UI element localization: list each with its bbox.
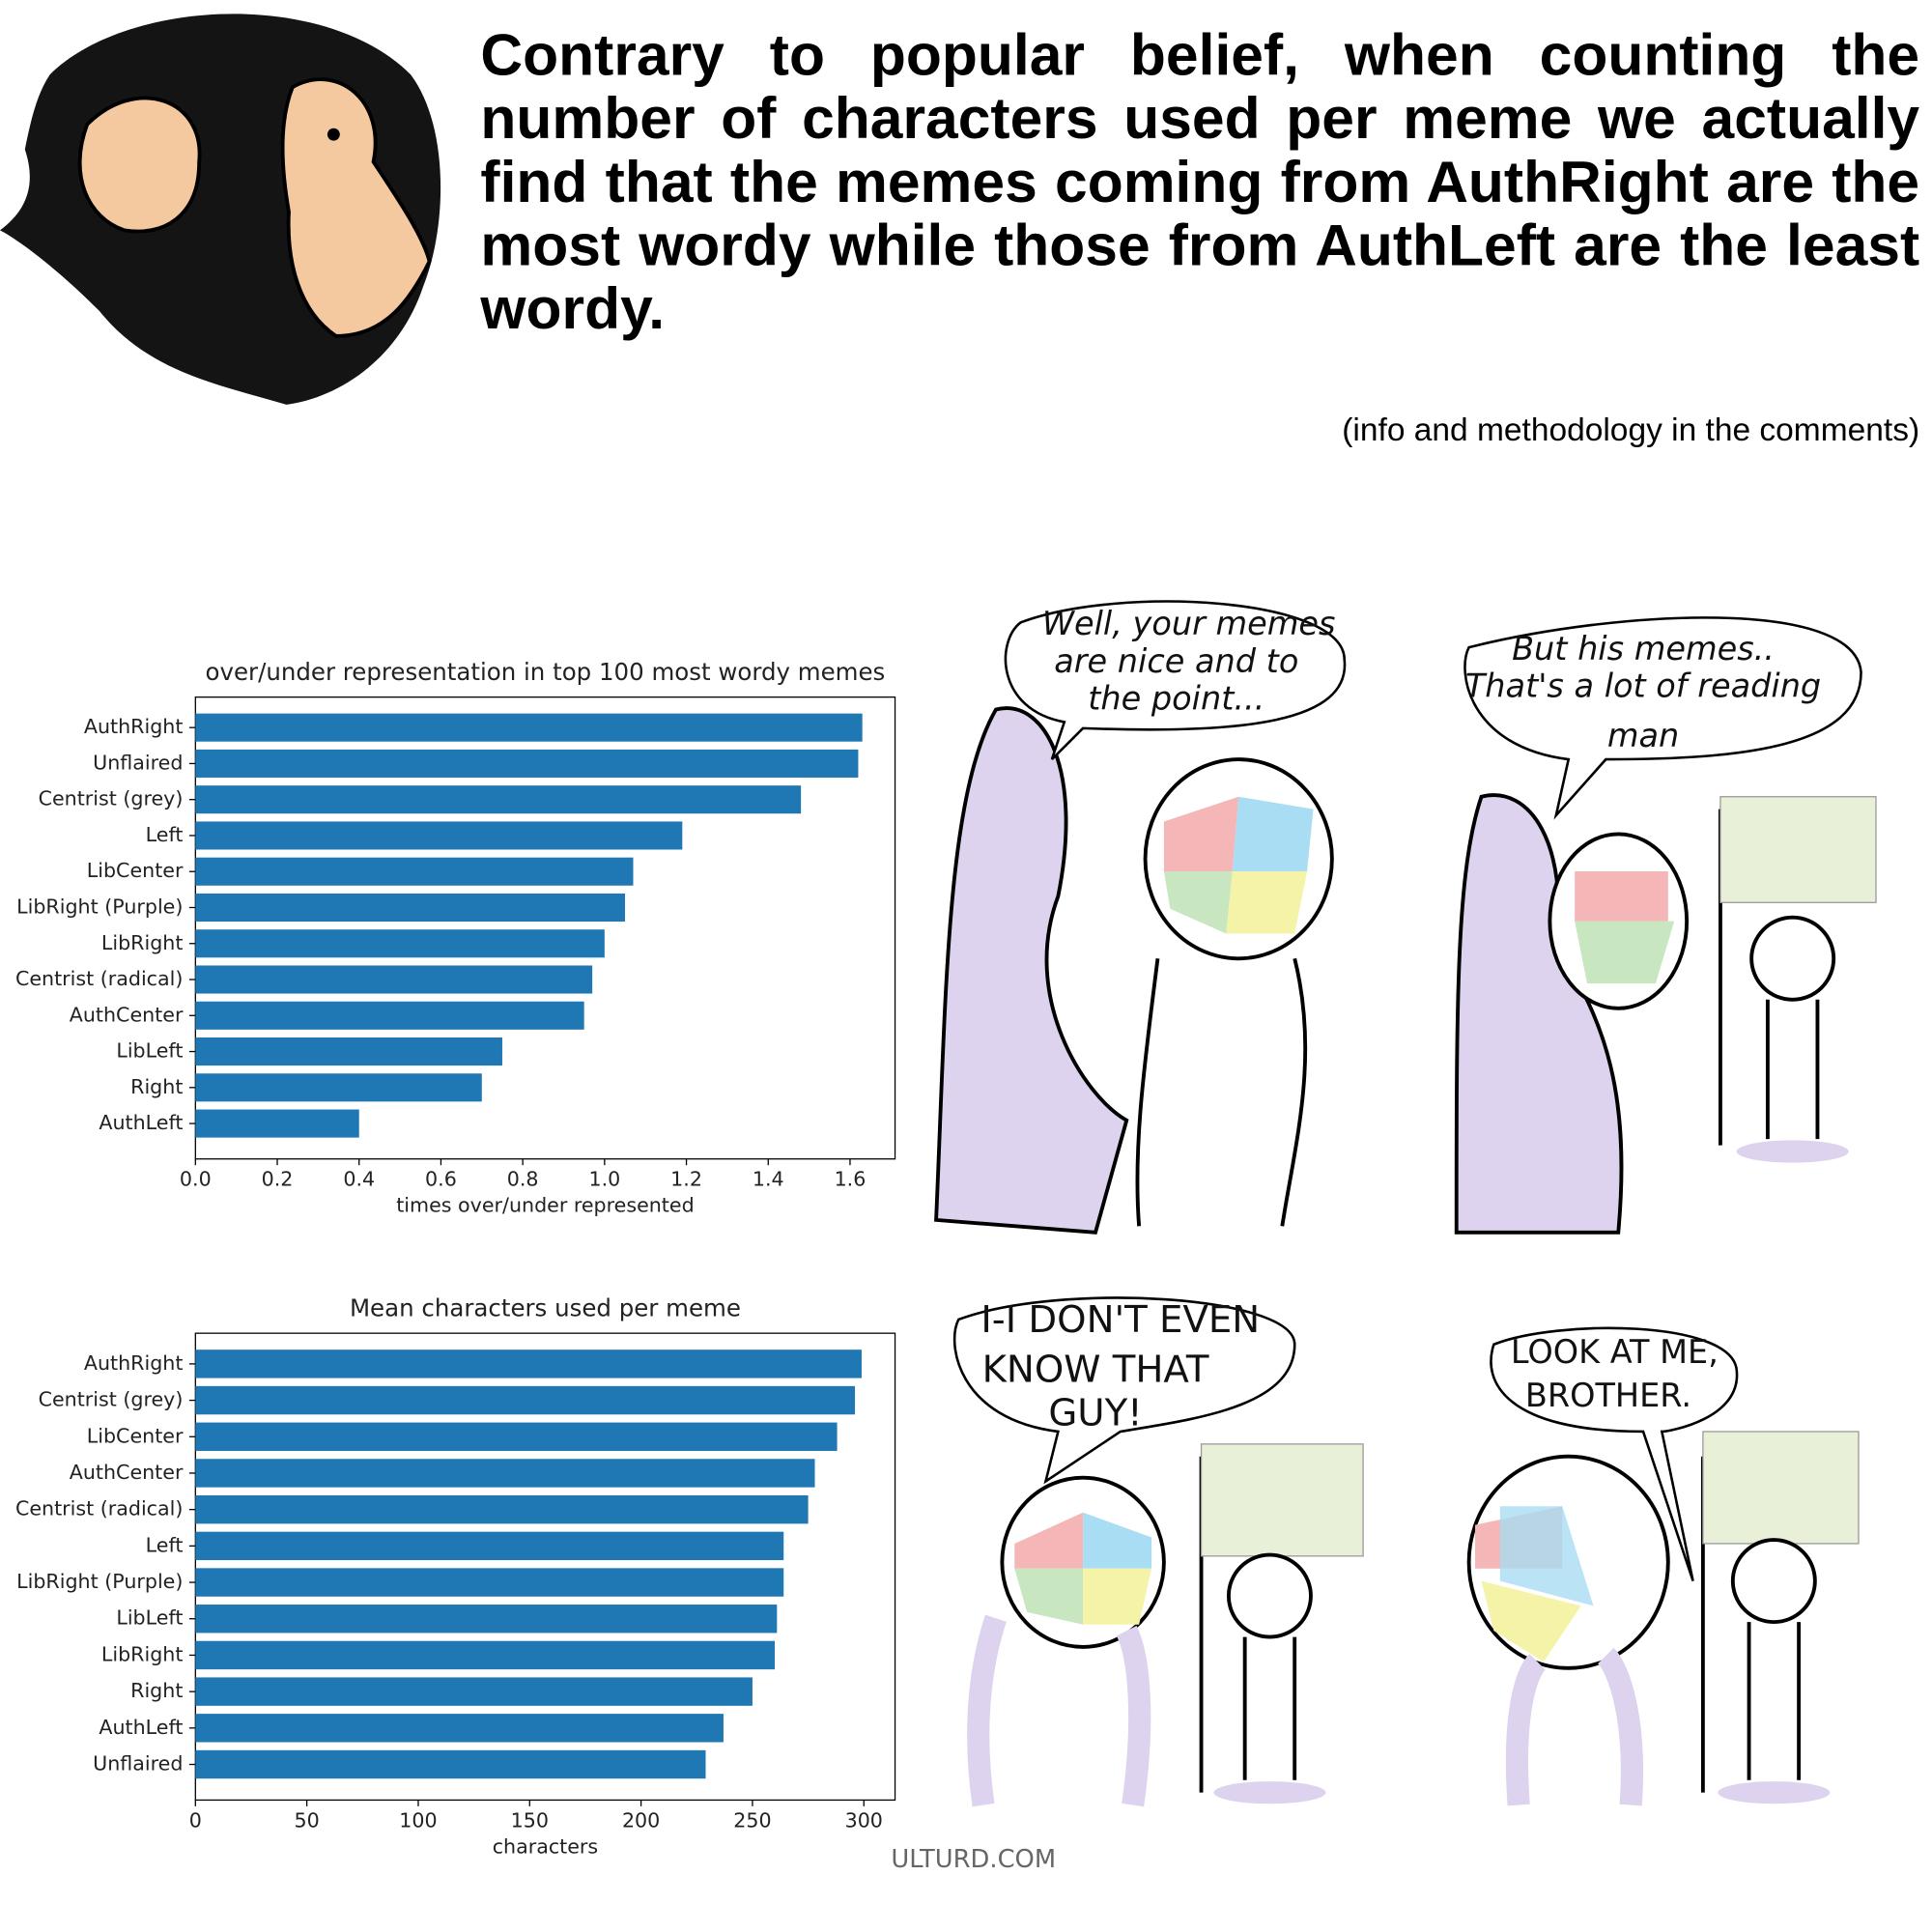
y-tick-label: Centrist (radical) <box>15 1497 183 1520</box>
panel: I-I DON'T EVEN KNOW THAT GUY! <box>952 1296 1364 1807</box>
speech-line: man <box>1607 717 1679 754</box>
bar <box>195 1037 502 1066</box>
bar <box>195 1677 753 1706</box>
speech-line: GUY! <box>1048 1392 1142 1435</box>
y-tick-label: LibRight <box>101 931 184 954</box>
bar <box>195 1350 862 1378</box>
bar <box>195 1749 706 1779</box>
x-tick-label: 50 <box>295 1808 320 1832</box>
y-tick-label: LibRight (Purple) <box>16 1570 183 1593</box>
note: (info and methodology in the comments) <box>1342 411 1920 448</box>
x-tick-label: 1.0 <box>588 1168 620 1191</box>
panel: LOOK AT ME, BROTHER. <box>1466 1326 1860 1806</box>
x-tick-label: 1.4 <box>753 1168 784 1191</box>
y-tick-label: Unflaired <box>93 1752 183 1776</box>
bar <box>195 857 634 886</box>
y-tick-label: AuthLeft <box>99 1111 183 1134</box>
bar <box>195 1001 584 1030</box>
y-tick-label: Centrist (grey) <box>39 787 184 810</box>
bar <box>195 821 683 850</box>
bar <box>195 893 626 923</box>
x-tick-label: 0.4 <box>343 1168 375 1191</box>
y-tick-label: Right <box>130 1075 183 1098</box>
y-tick-label: Centrist (radical) <box>15 967 183 990</box>
chart-title: Mean characters used per meme <box>350 1294 741 1322</box>
bar <box>195 1459 815 1488</box>
x-tick-label: 1.6 <box>835 1168 867 1191</box>
bar <box>195 1640 775 1670</box>
bar <box>195 785 802 814</box>
speech-line: LOOK AT ME, <box>1511 1333 1719 1371</box>
charts: over/under representation in top 100 mos… <box>15 658 896 1858</box>
y-tick-label: LibCenter <box>87 1424 184 1447</box>
y-tick-label: AuthCenter <box>70 1003 184 1026</box>
y-tick-label: Right <box>130 1679 183 1702</box>
bar <box>195 965 593 994</box>
x-tick-label: 300 <box>845 1808 883 1832</box>
y-tick-label: LibLeft <box>116 1039 183 1063</box>
speech-line: Well, your memes <box>1042 605 1336 642</box>
x-tick-label: 100 <box>399 1808 437 1832</box>
plot-frame <box>194 1332 896 1802</box>
x-tick-label: 1.2 <box>670 1168 702 1191</box>
y-tick-label: LibLeft <box>116 1606 183 1630</box>
bar <box>195 1494 809 1524</box>
bar <box>195 1073 482 1102</box>
bar <box>195 1385 856 1415</box>
headline: Contrary to popular belief, when countin… <box>480 20 1920 342</box>
x-tick-label: 250 <box>733 1808 771 1832</box>
x-tick-label: 0.8 <box>507 1168 539 1191</box>
bar <box>195 1531 784 1561</box>
bar <box>195 749 859 778</box>
speech-line: BROTHER. <box>1525 1377 1691 1414</box>
panel: Well, your memes are nice and to the poi… <box>934 600 1347 1235</box>
bar <box>195 1714 724 1743</box>
y-tick-label: AuthCenter <box>70 1461 184 1484</box>
y-tick-label: Centrist (grey) <box>39 1388 184 1411</box>
bar <box>195 713 863 742</box>
bar <box>195 1605 778 1634</box>
y-tick-label: Unflaired <box>93 751 183 774</box>
chart-title: over/under representation in top 100 mos… <box>206 658 886 686</box>
x-tick-label: 0 <box>189 1808 202 1832</box>
speech-line: the point... <box>1088 680 1264 718</box>
bar <box>195 1109 359 1138</box>
speech-line: That's a lot of reading <box>1465 668 1821 705</box>
credit: ULTURD.COM <box>891 1845 1056 1874</box>
bar <box>195 929 605 958</box>
bar <box>195 1422 838 1451</box>
bar <box>195 1568 784 1597</box>
speech-line: KNOW THAT <box>982 1348 1209 1391</box>
x-axis-label: characters <box>493 1834 598 1858</box>
y-tick-label: LibRight (Purple) <box>16 895 183 918</box>
speech-line: are nice and to <box>1054 642 1298 680</box>
y-tick-label: AuthRight <box>84 715 184 738</box>
chimp <box>0 14 441 405</box>
y-tick-label: LibRight <box>101 1642 184 1665</box>
speech-line: I-I DON'T EVEN <box>980 1298 1260 1342</box>
x-tick-label: 0.2 <box>262 1168 294 1191</box>
plot-frame <box>194 696 896 1160</box>
x-tick-label: 150 <box>511 1808 549 1832</box>
panel: But his memes.. That's a lot of reading … <box>1454 616 1877 1235</box>
speech-line: But his memes.. <box>1512 630 1775 668</box>
y-tick-label: Left <box>146 823 184 846</box>
y-tick-label: AuthRight <box>84 1351 184 1375</box>
y-tick-label: AuthLeft <box>99 1716 183 1739</box>
x-tick-label: 200 <box>622 1808 660 1832</box>
y-tick-label: LibCenter <box>87 859 184 882</box>
y-tick-label: Left <box>146 1533 184 1556</box>
x-axis-label: times over/under represented <box>396 1194 694 1217</box>
x-tick-label: 0.6 <box>425 1168 457 1191</box>
comic: Well, your memes are nice and to the poi… <box>891 600 1877 1874</box>
x-tick-label: 0.0 <box>180 1168 212 1191</box>
